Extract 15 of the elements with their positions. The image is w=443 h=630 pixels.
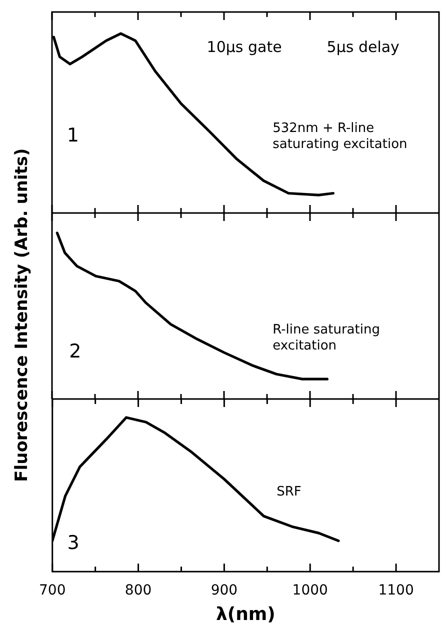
x-tick-label: 700 <box>38 582 66 599</box>
x-tick-label: 1000 <box>292 582 328 599</box>
annotation: 532nm + R-line saturating excitation <box>272 120 408 152</box>
annotation: 3 <box>67 532 80 554</box>
annotation: 2 <box>69 340 82 362</box>
annotation: R-line saturating excitation <box>272 322 380 354</box>
x-tick-label: 800 <box>124 582 152 599</box>
annotation: 1 <box>66 124 79 147</box>
x-tick-label: 1100 <box>378 582 414 599</box>
annotation: 10μs gate <box>206 38 282 56</box>
annotation: 5μs delay <box>326 38 400 56</box>
y-axis-title: Fluorescence Intensity (Arb. units) <box>12 148 32 482</box>
x-tick-label: 900 <box>210 582 238 599</box>
annotation: SRF <box>276 484 302 500</box>
x-axis-title: λ(nm) <box>216 604 276 625</box>
